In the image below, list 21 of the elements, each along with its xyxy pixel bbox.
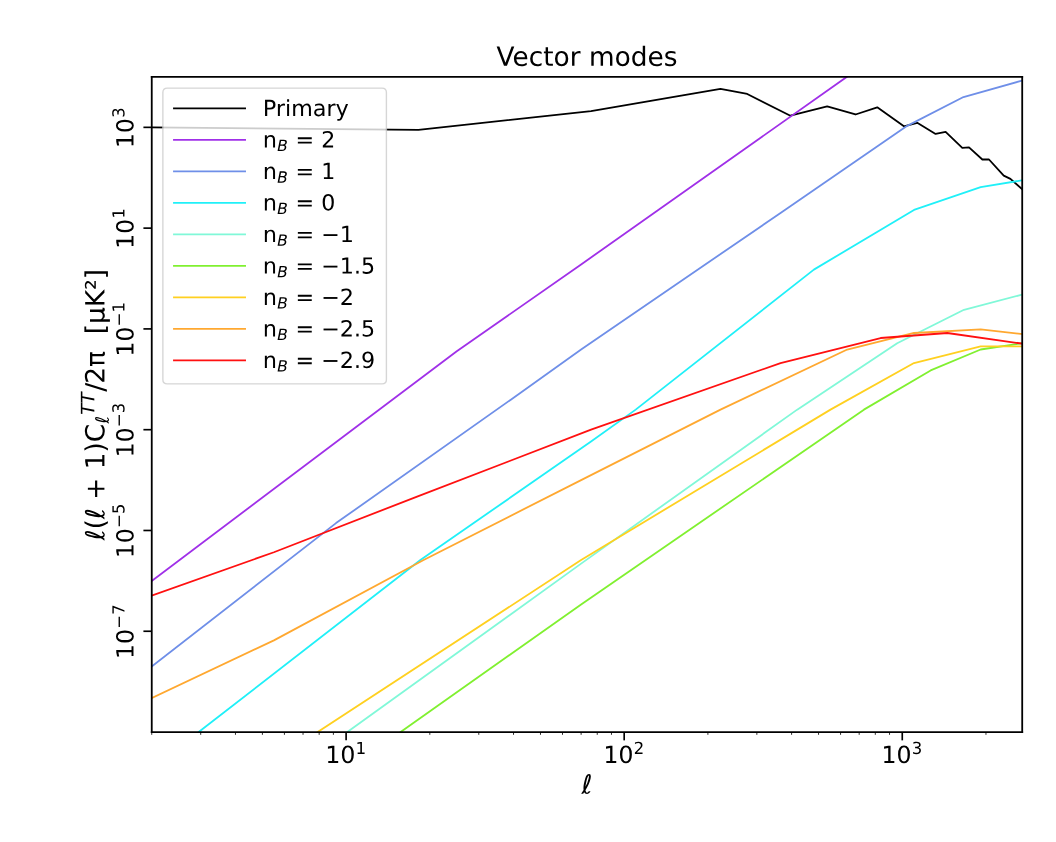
x-tick-label: 10$^{3}$ [884, 741, 921, 764]
legend-label: n$_{B}$ = −2.5 [264, 319, 374, 341]
y-tick-label: 10$^{3}$ [112, 108, 134, 146]
y-tick-label: 10$^{−3}$ [112, 404, 134, 455]
legend-label: n$_{B}$ = 2 [264, 130, 334, 152]
y-tick-label: 10$^{−5}$ [112, 505, 134, 556]
x-tick-label: 10$^{2}$ [606, 741, 643, 764]
legend-label: n$_{B}$ = −2 [264, 288, 352, 309]
legend-label: n$_{B}$ = 0 [264, 193, 334, 215]
legend-label: Primary [265, 99, 349, 121]
y-tick-label: 10$^{−7}$ [112, 605, 134, 657]
legend-label: n$_{B}$ = −1.5 [264, 257, 374, 278]
legend-label: n$_{B}$ = −2.9 [264, 351, 374, 372]
x-axis-title: ℓ [581, 774, 591, 795]
x-tick-label: 10$^{1}$ [327, 741, 365, 764]
y-tick-label: 10$^{1}$ [112, 209, 134, 247]
legend-label: n$_{B}$ = 1 [264, 162, 334, 183]
y-tick-label: 10$^{−1}$ [112, 303, 134, 355]
chart-title: Vector modes [496, 45, 677, 67]
legend-label: n$_{B}$ = −1 [264, 225, 352, 246]
y-axis-title: ℓ(ℓ + 1)C$_{ℓ}$$^{TT}$/2π [μK²] [80, 271, 110, 541]
